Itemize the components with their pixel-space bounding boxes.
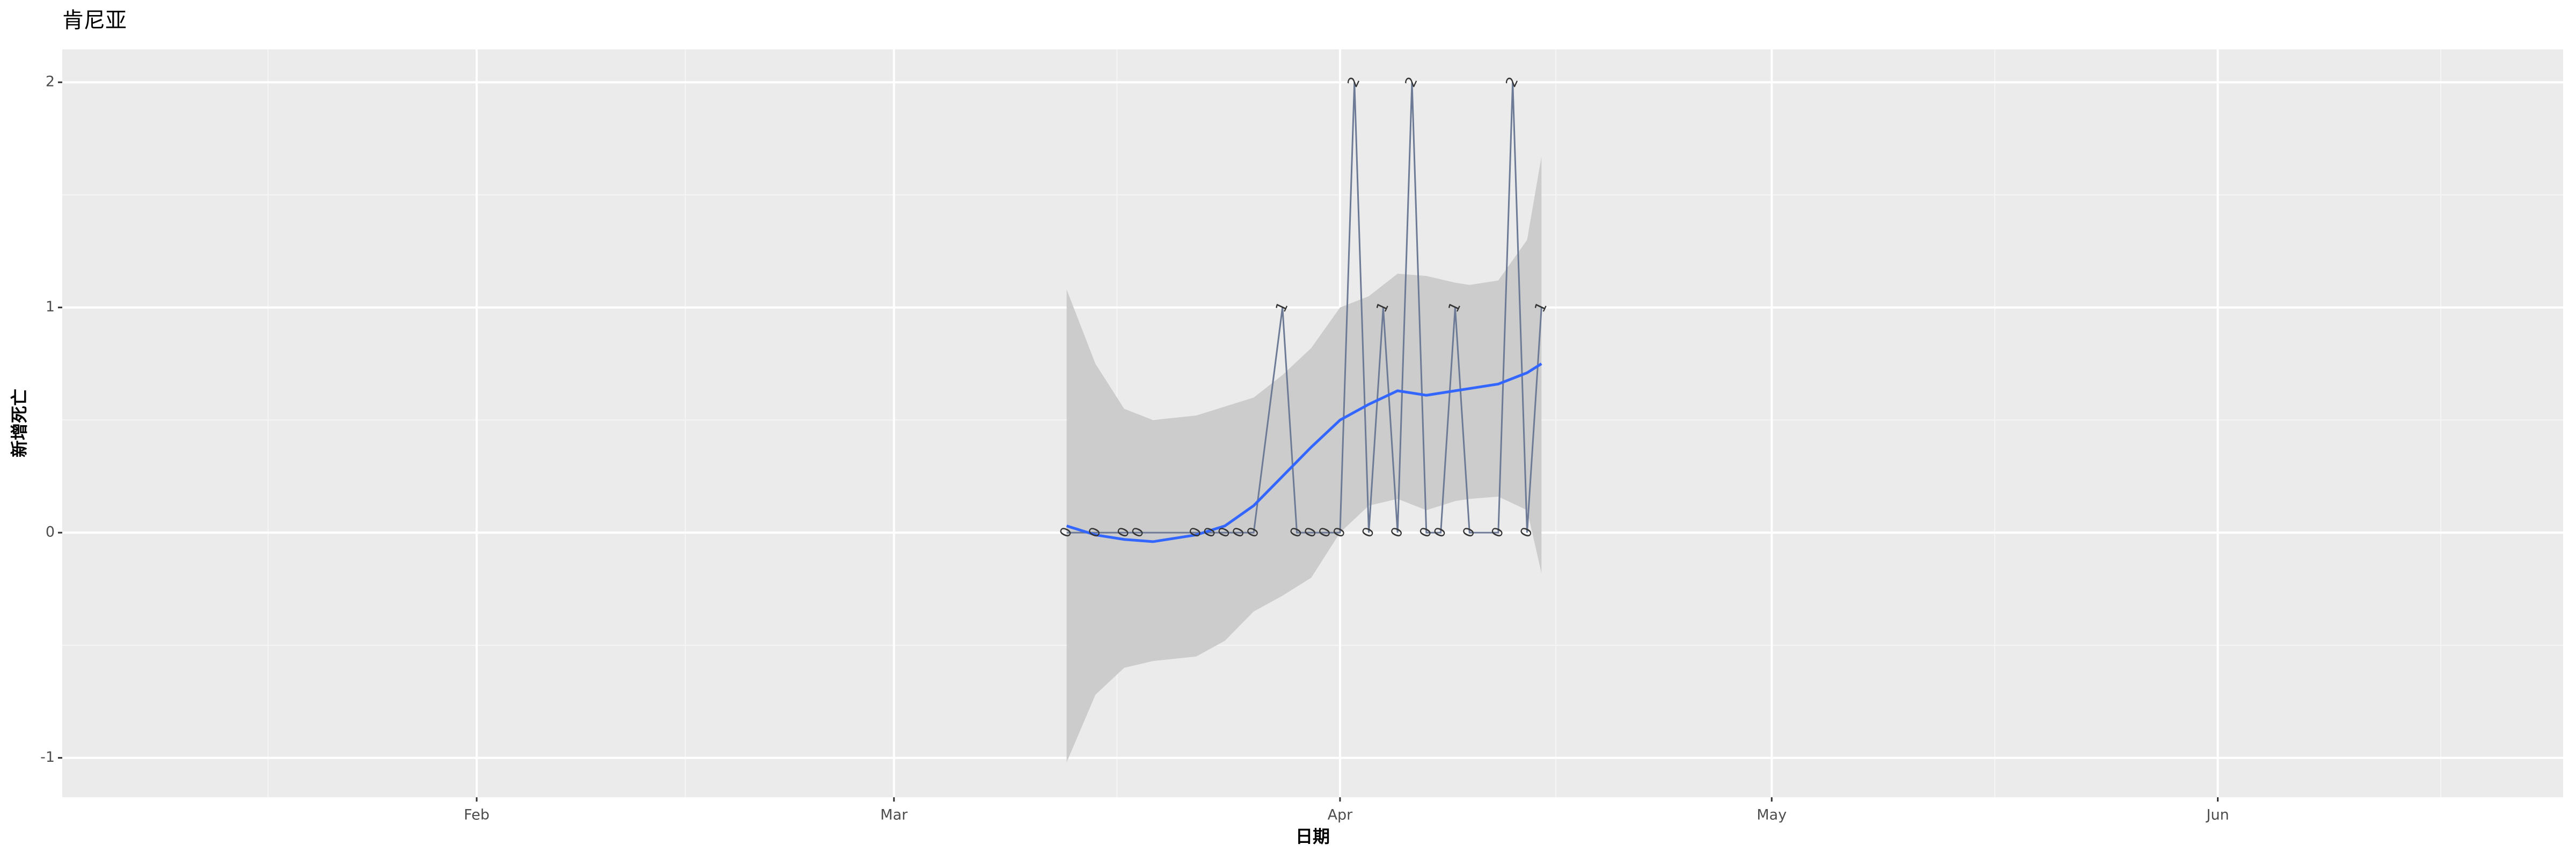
chart-title: 肯尼亚 bbox=[62, 8, 127, 33]
x-tick-label: Feb bbox=[464, 807, 489, 824]
y-axis-label: 新增死亡 bbox=[9, 389, 30, 457]
x-tick-label: May bbox=[1757, 807, 1787, 824]
x-tick-label: Apr bbox=[1328, 807, 1353, 824]
y-tick-label: 1 bbox=[46, 299, 55, 315]
x-tick-label: Mar bbox=[880, 807, 908, 824]
y-tick-label: -1 bbox=[40, 749, 55, 766]
x-axis-label: 日期 bbox=[1296, 826, 1330, 847]
y-tick-label: 2 bbox=[46, 74, 55, 90]
y-tick-label: 0 bbox=[46, 524, 55, 541]
x-tick-label: Jun bbox=[2205, 807, 2229, 824]
confidence-band bbox=[1066, 156, 1542, 762]
smooth-line bbox=[1066, 362, 1542, 543]
